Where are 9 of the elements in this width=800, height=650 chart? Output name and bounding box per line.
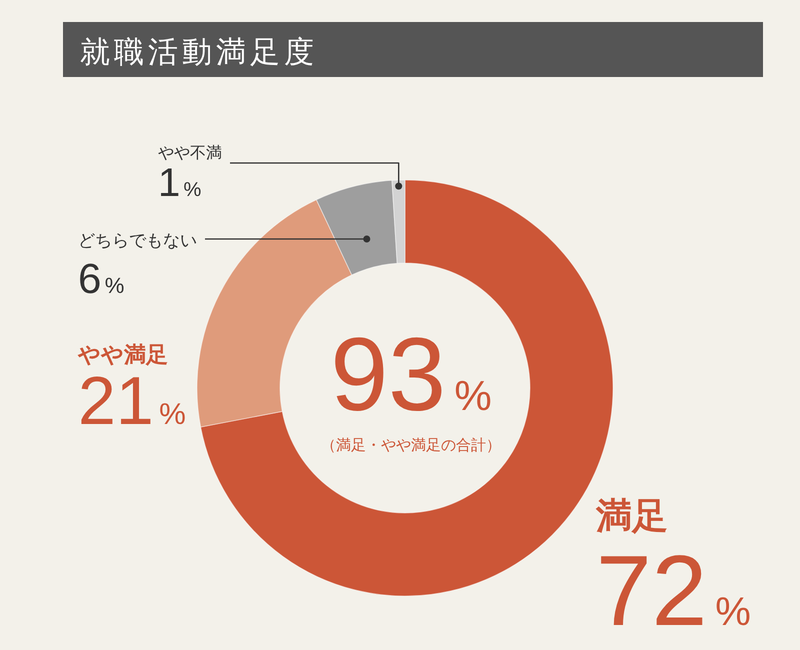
title: 就職活動満足度 bbox=[63, 22, 763, 77]
data-label: 72% bbox=[596, 535, 751, 647]
data-label: 1% bbox=[158, 161, 202, 205]
chart-title: 就職活動満足度 bbox=[80, 35, 318, 70]
slice-label: やや不満 bbox=[158, 144, 222, 162]
slice-label: 満足 bbox=[595, 495, 668, 536]
data-label: 6% bbox=[78, 255, 124, 302]
slice-label: どちらでもない bbox=[78, 231, 197, 250]
annotations: 93% （満足・やや満足の合計） bbox=[321, 317, 501, 454]
